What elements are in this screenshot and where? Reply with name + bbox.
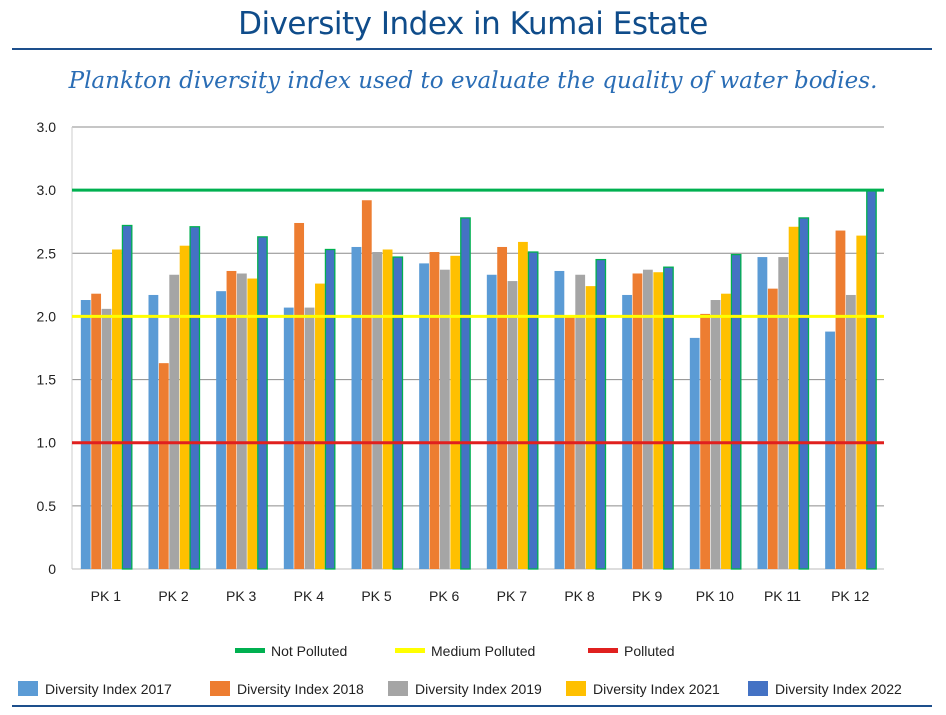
bar-diversity-index-2019 xyxy=(710,300,721,569)
x-tick-label: PK 10 xyxy=(696,588,734,604)
bar-diversity-index-2019 xyxy=(845,294,856,569)
x-tick-label: PK 11 xyxy=(764,588,801,604)
bar-diversity-index-2022 xyxy=(189,226,201,570)
bottom-divider xyxy=(12,705,932,707)
y-tick-label: 0 xyxy=(48,561,56,577)
bar-diversity-index-2022 xyxy=(121,224,133,570)
chart-title: Diversity Index in Kumai Estate xyxy=(238,6,708,42)
x-tick-label: PK 12 xyxy=(831,588,869,604)
bar-diversity-index-2021 xyxy=(382,249,393,570)
legend-label: Diversity Index 2019 xyxy=(415,681,542,697)
x-tick-label: PK 2 xyxy=(158,588,189,604)
x-tick-label: PK 3 xyxy=(226,588,257,604)
bar-diversity-index-2019 xyxy=(304,307,315,569)
bar-diversity-index-2022 xyxy=(595,258,607,570)
x-tick-label: PK 1 xyxy=(91,588,122,604)
bar-diversity-index-2021 xyxy=(518,241,528,570)
bar-diversity-index-2022 xyxy=(866,189,877,570)
bar-diversity-index-2019 xyxy=(439,269,450,569)
bar-diversity-index-2022 xyxy=(798,217,810,570)
bar-diversity-index-2017 xyxy=(283,307,294,569)
chart-subtitle: Plankton diversity index used to evaluat… xyxy=(68,68,878,94)
bar-diversity-index-2022 xyxy=(730,253,742,570)
bar-diversity-index-2022 xyxy=(527,251,539,570)
y-tick-label: 1.5 xyxy=(37,372,57,388)
bar-diversity-index-2021 xyxy=(315,283,325,569)
bar-diversity-index-2019 xyxy=(372,252,383,569)
legend-label: Diversity Index 2017 xyxy=(45,681,172,697)
bar-diversity-index-2018 xyxy=(361,200,372,569)
bar-diversity-index-2017 xyxy=(80,300,91,569)
legend-swatch xyxy=(210,681,230,696)
bar-diversity-index-2018 xyxy=(429,252,440,569)
y-tick-label: 0.5 xyxy=(37,498,57,514)
legend-swatch xyxy=(395,648,425,653)
bar-diversity-index-2018 xyxy=(767,288,778,569)
bar-diversity-index-2018 xyxy=(294,222,305,569)
legend-swatch xyxy=(388,681,408,696)
bar-diversity-index-2017 xyxy=(689,337,700,569)
legend-swatch xyxy=(235,648,265,653)
bar-diversity-index-2019 xyxy=(778,257,789,569)
x-tick-label: PK 5 xyxy=(361,588,392,604)
legend-label: Not Polluted xyxy=(271,643,347,659)
x-tick-label: PK 9 xyxy=(632,588,663,604)
bar-diversity-index-2022 xyxy=(392,256,404,570)
bar-diversity-index-2019 xyxy=(642,269,653,569)
bar-diversity-index-2021 xyxy=(585,286,596,569)
bar-diversity-index-2018 xyxy=(91,293,102,569)
legend-swatch xyxy=(748,681,768,696)
legend-label: Diversity Index 2018 xyxy=(237,681,364,697)
bar-diversity-index-2022 xyxy=(257,236,268,570)
bar-diversity-index-2017 xyxy=(622,294,632,569)
x-tick-label: PK 8 xyxy=(564,588,595,604)
bar-diversity-index-2017 xyxy=(216,291,226,569)
y-tick-label: 3.0 xyxy=(37,119,57,135)
bar-diversity-index-2021 xyxy=(450,255,461,569)
bar-diversity-index-2021 xyxy=(653,272,664,569)
bar-diversity-index-2021 xyxy=(112,249,122,570)
bar-diversity-index-2021 xyxy=(788,226,799,569)
legend-swatch xyxy=(566,681,586,696)
y-tick-label: 1.0 xyxy=(37,435,57,451)
bar-diversity-index-2021 xyxy=(721,293,731,569)
x-tick-label: PK 4 xyxy=(294,588,325,604)
bar-diversity-index-2019 xyxy=(236,273,247,569)
bar-diversity-index-2019 xyxy=(507,281,518,569)
bar-diversity-index-2017 xyxy=(148,294,159,569)
bar-diversity-index-2017 xyxy=(825,331,835,569)
bar-diversity-index-2017 xyxy=(757,257,768,569)
bar-diversity-index-2022 xyxy=(663,266,674,570)
bar-diversity-index-2017 xyxy=(419,263,429,569)
y-tick-label: 3.0 xyxy=(37,182,57,198)
legend-swatch xyxy=(18,681,38,696)
bar-diversity-index-2018 xyxy=(226,270,237,569)
bar-diversity-index-2022 xyxy=(324,248,336,570)
bar-diversity-index-2019 xyxy=(101,308,112,569)
legend-label: Polluted xyxy=(624,643,675,659)
bar-diversity-index-2018 xyxy=(497,246,508,569)
y-tick-label: 2.0 xyxy=(37,308,57,324)
y-tick-label: 2.5 xyxy=(37,245,57,261)
bar-diversity-index-2021 xyxy=(247,278,258,569)
bar-diversity-index-2021 xyxy=(179,245,190,570)
bar-diversity-index-2017 xyxy=(351,246,362,569)
bar-diversity-index-2022 xyxy=(460,217,471,570)
bar-diversity-index-2019 xyxy=(575,274,586,569)
bar-diversity-index-2018 xyxy=(158,363,169,569)
bar-diversity-index-2018 xyxy=(632,273,643,569)
legend-label: Medium Polluted xyxy=(431,643,535,659)
bar-diversity-index-2017 xyxy=(554,270,565,569)
legend-label: Diversity Index 2022 xyxy=(775,681,902,697)
bar-diversity-index-2021 xyxy=(856,235,867,569)
title-divider xyxy=(12,48,932,50)
legend-label: Diversity Index 2021 xyxy=(593,681,720,697)
x-tick-label: PK 6 xyxy=(429,588,460,604)
legend-swatch xyxy=(588,648,618,653)
x-tick-label: PK 7 xyxy=(497,588,528,604)
bar-diversity-index-2017 xyxy=(486,274,497,569)
bar-diversity-index-2019 xyxy=(169,274,180,569)
bar-diversity-index-2018 xyxy=(835,230,846,569)
